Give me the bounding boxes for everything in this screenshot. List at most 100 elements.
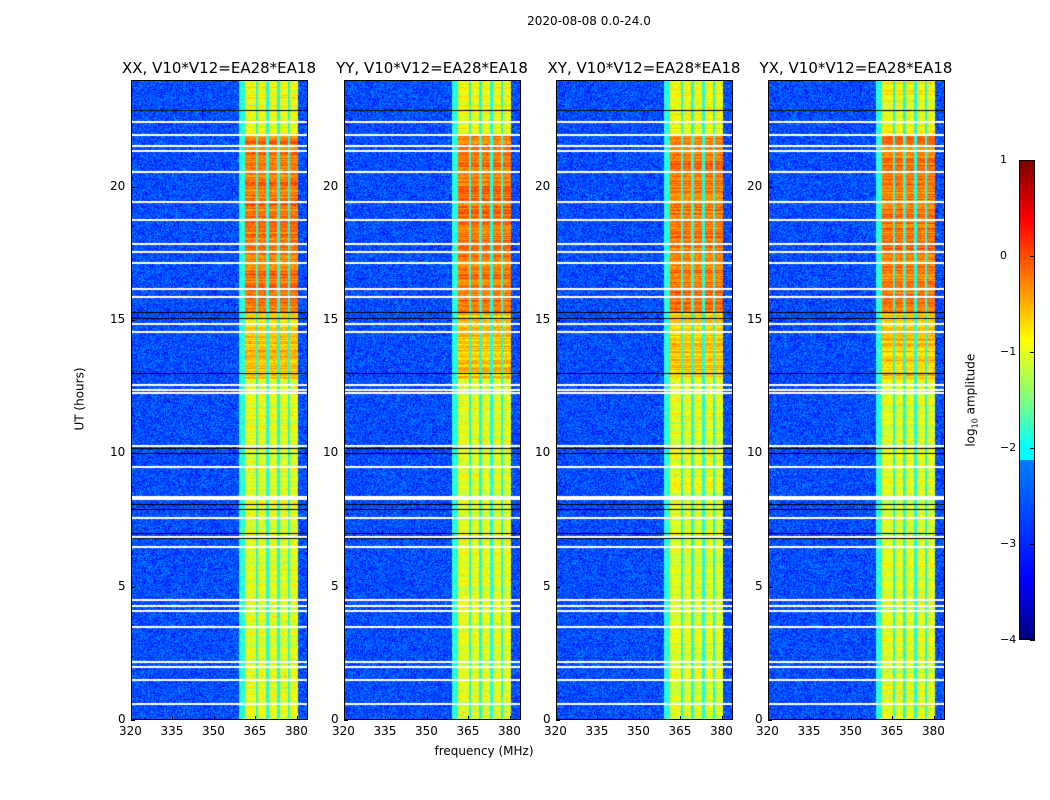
- x-tick-label: 365: [243, 724, 267, 738]
- heatmap: [345, 81, 520, 719]
- x-tick-mark: [809, 716, 811, 720]
- spectrogram-panel: [131, 80, 308, 720]
- x-tick-label: 320: [756, 724, 779, 738]
- y-tick-mark: [768, 186, 772, 188]
- y-tick-label: 0: [118, 712, 126, 726]
- y-tick-label: 5: [331, 578, 339, 593]
- x-tick-label: 320: [119, 724, 142, 738]
- x-tick-label: 380: [497, 724, 521, 738]
- x-tick-label: 320: [544, 724, 567, 738]
- x-tick-label: 335: [160, 724, 184, 738]
- x-tick-label: 350: [838, 724, 862, 738]
- colorbar-tick-label: −1: [1000, 345, 1017, 358]
- x-tick-mark: [296, 716, 298, 720]
- y-tick-mark: [556, 320, 560, 321]
- y-tick-mark: [131, 186, 135, 188]
- y-tick-label: 20: [110, 178, 126, 193]
- y-tick-label: 10: [747, 445, 763, 460]
- x-tick-mark: [131, 716, 132, 720]
- y-tick-mark: [556, 453, 560, 455]
- y-tick-mark: [768, 320, 772, 321]
- x-tick-mark: [680, 716, 682, 720]
- heatmap: [557, 81, 732, 719]
- colorbar-tick-mark: [1030, 448, 1035, 449]
- x-tick-mark: [768, 716, 769, 720]
- x-tick-mark: [426, 716, 428, 720]
- x-tick-label: 380: [709, 724, 733, 738]
- x-tick-mark: [597, 716, 599, 720]
- y-tick-label: 10: [323, 445, 339, 460]
- colorbar: [1019, 160, 1035, 640]
- y-tick-label: 15: [323, 312, 339, 326]
- x-tick-mark: [172, 716, 174, 720]
- colorbar-tick-mark: [1030, 352, 1035, 353]
- colorbar-tick-label: −3: [1000, 537, 1017, 550]
- y-tick-mark: [131, 586, 135, 588]
- y-axis-label: UT (hours): [72, 367, 87, 431]
- x-tick-label: 335: [373, 724, 397, 738]
- x-tick-mark: [344, 716, 345, 720]
- colorbar-label: log10 amplitude: [963, 353, 980, 447]
- x-tick-label: 350: [414, 724, 438, 738]
- figure-title: 2020-08-08 0.0-24.0: [527, 14, 651, 28]
- panel-title: XX, V10*V12=EA28*EA18: [121, 59, 316, 77]
- y-tick-label: 15: [535, 312, 551, 326]
- x-tick-label: 365: [668, 724, 692, 738]
- y-tick-label: 20: [535, 178, 551, 193]
- spectrogram-panel: [768, 80, 945, 720]
- y-tick-mark: [768, 453, 772, 455]
- y-tick-mark: [344, 320, 348, 321]
- y-tick-mark: [344, 586, 348, 588]
- x-axis-label: frequency (MHz): [434, 744, 534, 758]
- colorbar-tick-label: −2: [1000, 441, 1017, 454]
- x-tick-label: 365: [456, 724, 480, 738]
- x-tick-label: 380: [921, 724, 945, 738]
- x-tick-mark: [509, 716, 511, 720]
- y-tick-mark: [344, 720, 348, 721]
- y-tick-label: 10: [535, 445, 551, 460]
- y-tick-mark: [556, 186, 560, 188]
- x-tick-label: 365: [880, 724, 904, 738]
- colorbar-tick-label: 0: [1000, 249, 1007, 262]
- y-tick-label: 20: [747, 178, 763, 193]
- x-tick-label: 335: [797, 724, 821, 738]
- y-tick-mark: [344, 186, 348, 188]
- y-tick-mark: [768, 720, 772, 721]
- heatmap: [769, 81, 944, 719]
- y-tick-label: 0: [543, 712, 551, 726]
- y-tick-mark: [344, 453, 348, 455]
- x-tick-mark: [556, 716, 557, 720]
- colorbar-tick-label: −4: [1000, 633, 1017, 646]
- y-tick-mark: [131, 453, 135, 455]
- x-tick-mark: [933, 716, 935, 720]
- x-tick-mark: [468, 716, 470, 720]
- y-tick-mark: [768, 586, 772, 588]
- y-tick-label: 20: [323, 178, 339, 193]
- y-tick-label: 0: [755, 712, 763, 726]
- x-tick-mark: [255, 716, 257, 720]
- x-tick-label: 350: [626, 724, 650, 738]
- y-tick-label: 5: [755, 578, 763, 593]
- y-tick-mark: [131, 320, 135, 321]
- y-tick-label: 15: [747, 312, 763, 326]
- y-tick-label: 5: [543, 578, 551, 593]
- x-tick-mark: [638, 716, 640, 720]
- x-tick-label: 320: [332, 724, 355, 738]
- y-tick-label: 15: [110, 312, 126, 326]
- x-tick-label: 335: [585, 724, 609, 738]
- colorbar-tick-mark: [1030, 640, 1035, 641]
- y-tick-label: 5: [118, 578, 126, 593]
- x-tick-mark: [850, 716, 852, 720]
- x-tick-mark: [721, 716, 723, 720]
- spectrogram-panel: [556, 80, 733, 720]
- y-tick-mark: [131, 720, 135, 721]
- panel-title: XY, V10*V12=EA28*EA18: [547, 59, 741, 77]
- colorbar-tick-mark: [1030, 160, 1035, 161]
- colorbar-tick-label: 1: [1000, 153, 1007, 166]
- panel-title: YX, V10*V12=EA28*EA18: [759, 59, 953, 77]
- x-tick-label: 350: [201, 724, 225, 738]
- spectrogram-panel: [344, 80, 521, 720]
- panel-title: YY, V10*V12=EA28*EA18: [336, 59, 528, 77]
- y-tick-label: 10: [110, 445, 126, 460]
